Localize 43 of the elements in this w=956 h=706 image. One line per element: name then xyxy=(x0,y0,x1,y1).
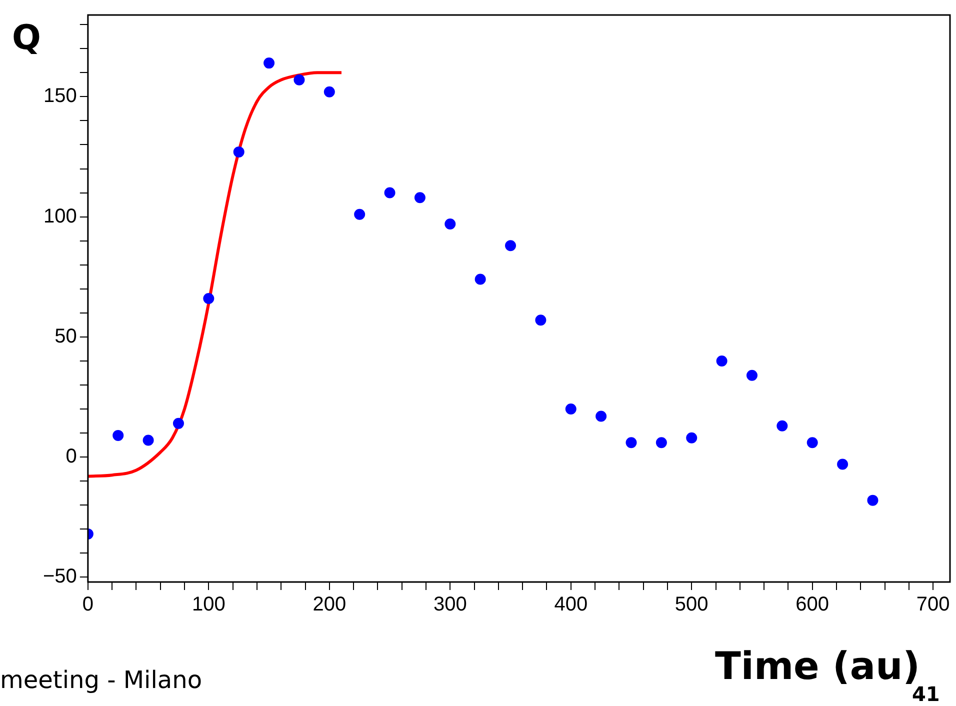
point xyxy=(776,420,788,432)
point xyxy=(444,218,456,230)
point xyxy=(474,274,486,285)
point xyxy=(142,434,154,446)
point xyxy=(384,187,396,198)
x-tick-label: 100 xyxy=(192,594,226,616)
line-series xyxy=(88,71,343,478)
point xyxy=(565,404,576,415)
point xyxy=(505,240,516,252)
x-tick-label: 200 xyxy=(312,594,346,616)
x-tick-label: 600 xyxy=(796,594,830,616)
point xyxy=(746,370,758,381)
point xyxy=(324,86,335,98)
text: 41 xyxy=(912,682,940,706)
y-tick-label: −50 xyxy=(42,566,77,588)
point xyxy=(535,314,546,326)
x-tick-label: 500 xyxy=(674,594,708,616)
point xyxy=(203,293,214,304)
y-tick-label: 100 xyxy=(44,205,77,228)
point xyxy=(414,192,426,204)
x-tick-label: 300 xyxy=(433,594,467,616)
point xyxy=(686,432,698,444)
point xyxy=(596,410,607,422)
point xyxy=(806,437,818,448)
point xyxy=(716,355,728,366)
point xyxy=(656,437,667,448)
text: meeting - Milano xyxy=(0,666,202,694)
point xyxy=(294,74,305,86)
point xyxy=(112,430,124,441)
y-tick-label: 150 xyxy=(44,85,77,108)
point xyxy=(264,58,275,69)
y-axis-title: Q xyxy=(12,18,41,58)
y-tick-label: 0 xyxy=(66,446,77,468)
point xyxy=(867,494,878,506)
point xyxy=(233,146,244,158)
point xyxy=(626,437,637,448)
point xyxy=(354,208,366,220)
point xyxy=(172,418,184,429)
x-tick-label: 0 xyxy=(82,594,94,616)
x-tick-label: 400 xyxy=(554,594,588,616)
y-tick-label: 50 xyxy=(54,325,77,348)
x-tick-label: 700 xyxy=(916,594,950,616)
point xyxy=(837,458,848,470)
